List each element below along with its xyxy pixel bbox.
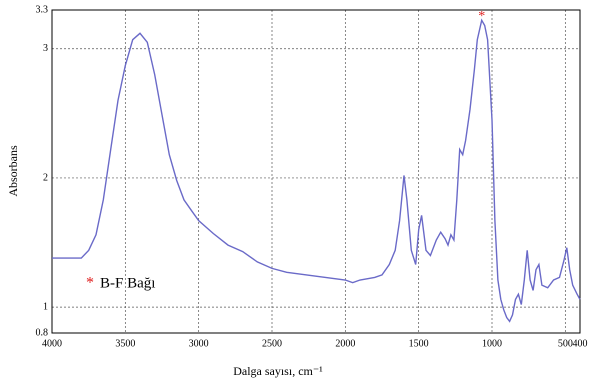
x-tick-label: 3000 [189,338,209,349]
y-axis-label: Absorbans [6,145,20,197]
y-tick-label: 0.8 [36,327,49,338]
x-tick-label: 1000 [482,338,502,349]
x-tick-label: 400 [573,338,588,349]
annotation-symbol: * [86,275,94,292]
plot-frame [51,9,581,334]
y-tick-label: 3 [43,43,48,54]
x-axis-label: Dalga sayısı, cm⁻¹ [233,364,323,378]
y-tick-label: 2 [43,172,48,183]
x-tick-label: 2500 [262,338,282,349]
annotation: B-F Bağı [100,275,155,291]
peak-marker: * [478,9,485,24]
x-tick-label: 3500 [115,338,135,349]
x-tick-label: 4000 [42,338,62,349]
y-tick-label: 1 [43,301,48,312]
x-tick-label: 500 [558,338,573,349]
x-tick-label: 2000 [335,338,355,349]
spectrum-line [52,18,581,323]
y-tick-label: 3.3 [36,4,49,15]
x-tick-label: 1500 [409,338,429,349]
